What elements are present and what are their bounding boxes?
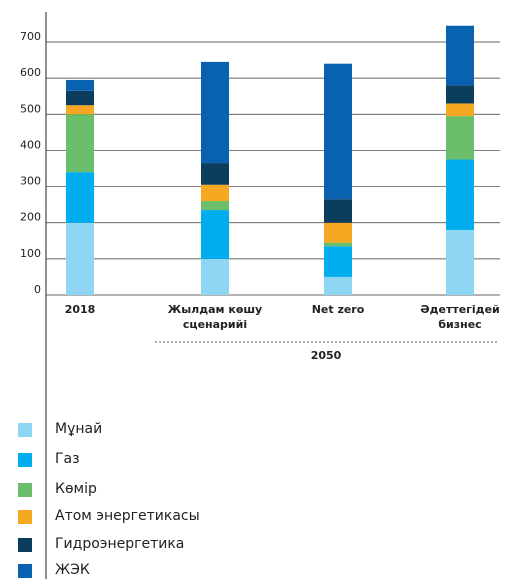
bar-segment (446, 85, 474, 104)
bar-segment (66, 90, 94, 106)
bar-segment (324, 199, 352, 223)
x-tick-label: Әдеттегідей бизнес (420, 303, 500, 331)
y-tick-label: 600 (20, 66, 41, 79)
legend-label: Көмір (55, 481, 97, 497)
bar-segment (446, 229, 474, 295)
bar-segment (324, 242, 352, 247)
y-tick-label: 400 (20, 138, 41, 151)
legend-swatch (18, 510, 32, 524)
bar-segment (66, 105, 94, 115)
legend-label: ЖЭК (55, 562, 90, 578)
bar-segment (324, 246, 352, 277)
y-tick-label: 300 (20, 175, 41, 188)
bar-segment (446, 116, 474, 160)
bar-segment (201, 210, 229, 259)
bar-segment (324, 276, 352, 295)
legend-swatch (18, 483, 32, 497)
y-tick-label: 500 (20, 102, 41, 115)
bar-segment (446, 159, 474, 230)
x-tick-label: Net zero (311, 303, 365, 316)
bar-segment (66, 222, 94, 295)
bar-segment (66, 114, 94, 173)
x-tick-label: 2018 (64, 303, 96, 316)
y-tick-label: 100 (20, 247, 41, 260)
group-label: 2050 (311, 349, 342, 362)
legend-label: Гидроэнергетика (55, 536, 185, 552)
bar-segment (446, 103, 474, 117)
legend-label: Атом энергетикасы (55, 508, 200, 524)
legend-swatch (18, 453, 32, 467)
bar-segment (66, 172, 94, 223)
bar-segment (324, 63, 352, 200)
bar-segment (446, 25, 474, 86)
x-tick-label: Жылдам көшу сценарийі (167, 303, 263, 331)
bar-segment (324, 222, 352, 243)
bar-segment (201, 61, 229, 164)
bar-segment (66, 79, 94, 91)
legend-label: Мұнай (55, 421, 103, 437)
legend-label: Газ (55, 451, 80, 467)
y-tick-label: 0 (34, 283, 41, 296)
bar-segment (201, 163, 229, 185)
bar-segment (201, 184, 229, 202)
legend-swatch (18, 564, 32, 578)
legend-swatch (18, 538, 32, 552)
y-tick-label: 200 (20, 211, 41, 224)
legend-swatch (18, 423, 32, 437)
bar-segment (201, 258, 229, 295)
y-tick-label: 700 (20, 30, 41, 43)
bar-segment (201, 201, 229, 211)
